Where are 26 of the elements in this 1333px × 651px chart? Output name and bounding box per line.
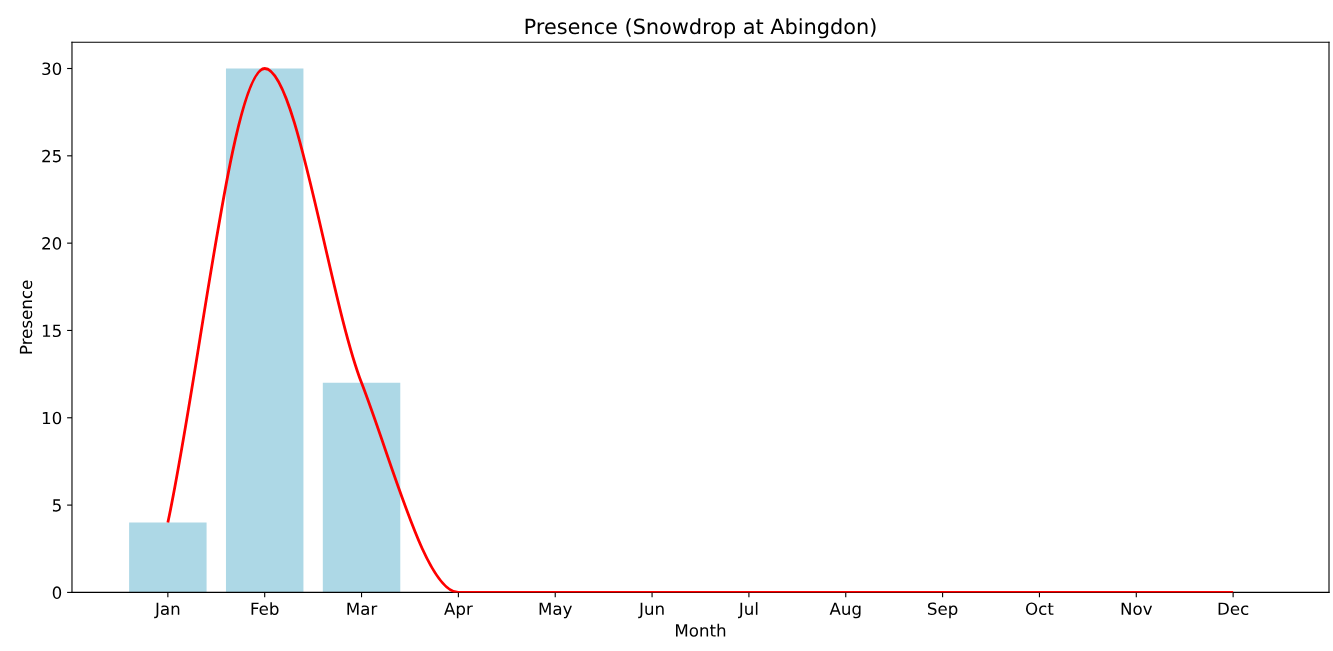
x-tick-label: Jul xyxy=(738,602,758,619)
y-tick-label: 0 xyxy=(52,586,62,599)
x-tick-label: Jun xyxy=(638,602,664,619)
y-tick-label: 30 xyxy=(42,62,62,76)
bar xyxy=(225,68,304,593)
x-tick-label: Oct xyxy=(1025,602,1054,616)
y-tick-label: 5 xyxy=(52,499,61,512)
bar xyxy=(322,382,401,593)
y-tick-label: 10 xyxy=(42,411,62,425)
x-tick-label: Mar xyxy=(347,602,378,616)
bar xyxy=(129,522,207,593)
x-tick-label: Jan xyxy=(154,602,180,619)
x-axis-title: Month xyxy=(676,623,726,637)
x-tick-label: Feb xyxy=(251,602,279,616)
x-tick-label: Apr xyxy=(444,602,473,619)
x-tick-label: May xyxy=(539,602,572,619)
x-tick-label: Sep xyxy=(927,602,958,619)
x-tick-label: Dec xyxy=(1218,602,1249,616)
y-tick-label: 20 xyxy=(42,237,62,250)
line-series xyxy=(166,67,1235,593)
y-tick-label: 25 xyxy=(42,149,61,163)
x-tick-label: Nov xyxy=(1121,602,1153,616)
y-tick-label: 15 xyxy=(42,324,61,338)
chart-title: Presence (Snowdrop at Abingdon) xyxy=(525,18,876,39)
x-tick-label: Aug xyxy=(829,602,861,619)
y-axis-title: Presence xyxy=(19,280,33,354)
